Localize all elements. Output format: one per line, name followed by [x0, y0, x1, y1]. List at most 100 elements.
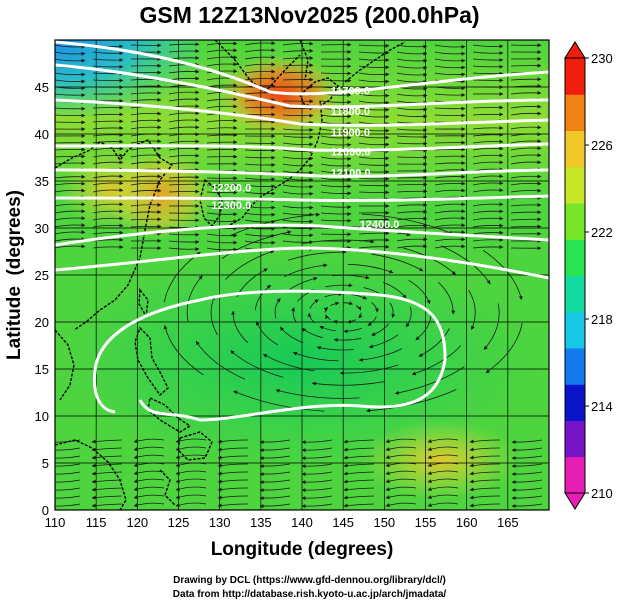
streamline — [396, 107, 428, 112]
colorbar — [564, 41, 589, 510]
streamline — [320, 142, 352, 147]
streamline — [396, 65, 428, 70]
streamline — [206, 62, 238, 67]
streamline — [217, 503, 249, 508]
streamline — [469, 495, 501, 500]
streamline — [511, 439, 543, 445]
streamline — [396, 114, 428, 119]
streamline — [434, 188, 466, 193]
streamline — [55, 79, 86, 84]
streamline — [168, 97, 200, 102]
streamline — [358, 65, 390, 70]
streamline — [510, 224, 542, 229]
contour-label: 12300.0 — [211, 200, 251, 212]
streamline — [469, 439, 501, 444]
streamline — [206, 219, 238, 224]
streamline — [427, 462, 459, 467]
streamline — [284, 263, 328, 277]
streamline — [292, 351, 339, 362]
lat-lon-grid — [54, 40, 549, 511]
x-tick-label: 155 — [415, 515, 437, 530]
streamline — [282, 41, 314, 46]
colorbar-label: 222 — [591, 225, 613, 240]
streamline — [282, 142, 314, 147]
streamline — [396, 216, 428, 221]
colorbar-segment — [565, 420, 585, 458]
streamline — [130, 174, 162, 179]
streamline — [396, 58, 428, 63]
colorbar-segment — [565, 239, 585, 276]
streamline — [92, 51, 124, 56]
streamline — [92, 188, 124, 193]
streamline — [301, 463, 333, 469]
streamline — [511, 463, 543, 469]
streamline — [244, 184, 276, 189]
streamline — [347, 319, 357, 324]
streamline — [217, 447, 249, 452]
streamline — [55, 209, 86, 214]
streamline — [55, 455, 81, 459]
streamline — [358, 348, 403, 362]
streamline — [358, 176, 390, 181]
streamline — [168, 139, 200, 144]
streamline — [244, 83, 276, 88]
streamline — [55, 106, 86, 111]
streamline — [358, 58, 390, 63]
streamline — [320, 170, 352, 175]
streamline — [206, 104, 238, 109]
streamline — [133, 446, 165, 451]
streamline — [55, 161, 86, 166]
streamline — [371, 253, 424, 272]
streamline — [175, 502, 207, 507]
streamline — [434, 72, 466, 77]
streamline — [415, 315, 432, 341]
streamline — [358, 142, 390, 147]
streamline — [244, 105, 276, 110]
streamline — [259, 503, 291, 509]
streamline — [333, 320, 344, 325]
streamline — [301, 439, 333, 445]
streamline — [282, 205, 314, 210]
streamline — [320, 71, 352, 76]
streamline — [92, 160, 124, 165]
streamline — [396, 209, 428, 214]
streamline — [330, 301, 340, 306]
streamline — [307, 312, 315, 324]
streamline — [510, 160, 542, 165]
streamline — [91, 495, 123, 500]
streamline — [282, 163, 314, 168]
streamline — [206, 133, 238, 138]
streamline — [371, 323, 390, 336]
streamline — [427, 478, 459, 483]
streamline — [311, 381, 385, 386]
streamline — [472, 245, 504, 250]
height-contour-line — [55, 168, 549, 178]
streamline — [358, 163, 390, 168]
streamline — [206, 41, 238, 46]
streamline — [91, 503, 123, 508]
streamline — [320, 156, 352, 161]
credit-data: Data from http://database.rish.kyoto-u.a… — [172, 589, 447, 600]
streamline — [323, 307, 329, 313]
streamline — [91, 463, 123, 468]
streamline — [472, 167, 504, 172]
streamline — [469, 503, 501, 508]
streamline — [320, 191, 352, 196]
streamline — [263, 353, 315, 372]
streamline — [244, 162, 276, 167]
streamline — [55, 181, 86, 186]
streamline — [133, 494, 165, 499]
x-tick-label: 160 — [456, 515, 478, 530]
streamline — [472, 105, 504, 110]
streamline — [427, 494, 459, 499]
y-tick-label: 35 — [35, 174, 49, 189]
streamline — [217, 495, 249, 500]
streamline — [92, 245, 124, 249]
streamline — [472, 216, 504, 221]
colorbar-segment — [565, 130, 585, 168]
colorbar-frame — [564, 57, 586, 494]
streamline — [358, 135, 390, 140]
x-tick-label: 140 — [291, 515, 313, 530]
streamline — [396, 93, 428, 98]
streamline — [55, 463, 81, 467]
